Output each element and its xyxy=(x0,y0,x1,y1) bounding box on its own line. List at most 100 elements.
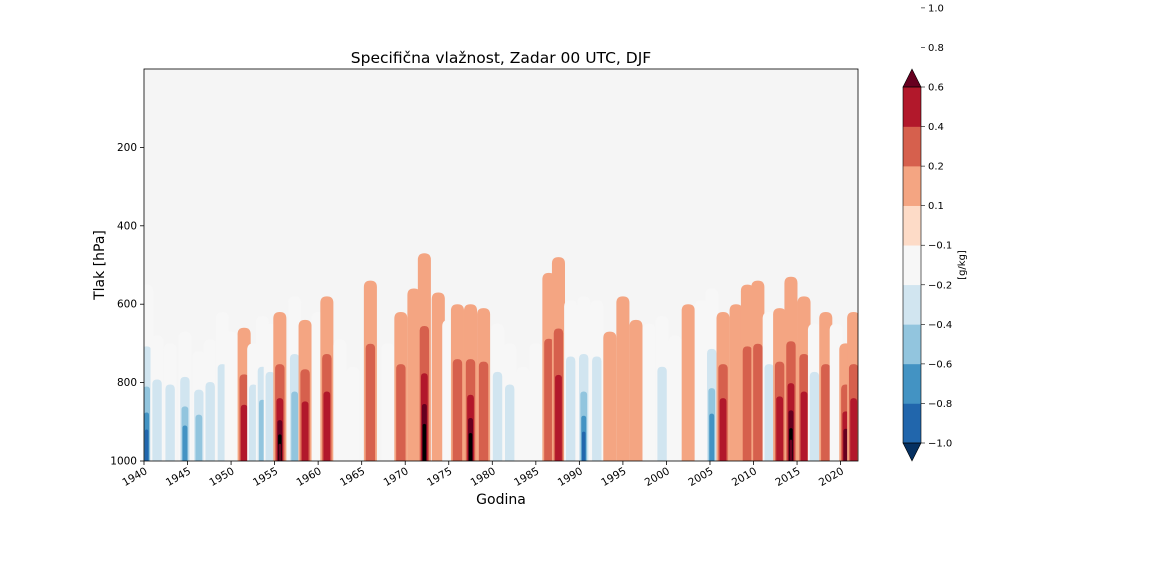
anomaly-band xyxy=(291,391,299,461)
colorbar-extend-max xyxy=(902,68,922,88)
colorbar-bin xyxy=(903,324,921,365)
x-tick-label: 1950 xyxy=(207,465,236,489)
anomaly-band xyxy=(407,288,421,461)
colorbar-tick-label: −0.6 xyxy=(928,359,952,370)
colorbar-tick-label: −1.0 xyxy=(928,439,952,450)
colorbar-bin xyxy=(903,166,921,206)
anomaly-band xyxy=(719,398,727,461)
y-tick-label: 200 xyxy=(117,142,137,154)
x-axis-label: Godina xyxy=(476,492,526,508)
x-tick-label: 2015 xyxy=(773,465,802,489)
x-tick-label: 1995 xyxy=(599,465,628,489)
colorbar-bin xyxy=(903,245,921,286)
anomaly-band xyxy=(565,356,576,461)
anomaly-band xyxy=(266,403,274,461)
x-tick-label: 2020 xyxy=(817,465,846,489)
colorbar-tick-label: 0.4 xyxy=(928,122,944,133)
anomaly-band xyxy=(505,384,515,461)
colorbar-tick-label: −0.4 xyxy=(928,320,952,331)
colorbar-tick-label: −0.1 xyxy=(928,241,952,252)
plot-frame xyxy=(143,68,859,462)
anomaly-band xyxy=(468,433,473,461)
anomaly-band xyxy=(153,408,161,461)
anomaly-band xyxy=(516,366,530,461)
x-tick-label: 1960 xyxy=(294,465,323,489)
anomaly-band xyxy=(555,374,562,461)
anomaly-band xyxy=(323,391,331,461)
x-tick-label: 1965 xyxy=(338,465,367,489)
anomaly-band xyxy=(809,371,820,461)
anomaly-band xyxy=(396,364,406,461)
anomaly-band xyxy=(301,401,309,461)
x-tick-label: 1970 xyxy=(382,465,411,489)
y-tick-label: 1000 xyxy=(110,456,137,468)
anomaly-band xyxy=(603,331,617,461)
colorbar-extend-min xyxy=(902,442,922,462)
anomaly-band xyxy=(800,391,808,461)
anomaly-band xyxy=(843,428,849,461)
anomaly-band xyxy=(431,292,445,461)
y-tick-label: 800 xyxy=(117,377,137,389)
anomaly-band xyxy=(681,304,695,461)
colorbar-bin xyxy=(903,284,921,325)
colorbar-tick-label: 0.2 xyxy=(928,162,944,173)
anomaly-band xyxy=(365,343,376,461)
x-axis: 1940 1945 1950 1955 1960 1965 1970 1975 1980 1985… xyxy=(120,461,846,489)
anomaly-band xyxy=(544,338,554,461)
anomaly-field xyxy=(144,253,858,461)
anomaly-band xyxy=(657,366,667,461)
anomaly-band xyxy=(182,425,188,461)
x-tick-label: 1990 xyxy=(556,465,585,489)
chart-title: Specifična vlažnost, Zadar 00 UTC, DJF xyxy=(351,49,651,67)
anomaly-band xyxy=(452,359,463,461)
anomaly-band xyxy=(642,323,656,461)
anomaly-band xyxy=(668,335,682,461)
colorbar-tick-label: 0.6 xyxy=(928,83,944,94)
anomaly-band xyxy=(422,423,427,461)
anomaly-band xyxy=(205,382,215,461)
colorbar-bin xyxy=(903,205,921,246)
x-tick-label: 1985 xyxy=(512,465,541,489)
anomaly-band xyxy=(694,300,708,461)
colorbar-label: [g/kg] xyxy=(957,250,968,280)
colorbar-frame xyxy=(902,86,922,444)
anomaly-band xyxy=(492,371,503,461)
y-axis-label: Tlak [hPa] xyxy=(92,230,108,301)
anomaly-band xyxy=(278,443,282,461)
anomaly-band xyxy=(776,396,784,461)
x-tick-label: 2005 xyxy=(686,465,715,489)
anomaly-band xyxy=(346,366,360,461)
anomaly-band xyxy=(592,356,602,461)
x-tick-label: 2010 xyxy=(730,465,759,489)
anomaly-band xyxy=(753,343,763,461)
anomaly-band xyxy=(224,331,238,461)
x-tick-label: 1955 xyxy=(251,465,280,489)
colorbar-bin xyxy=(903,126,921,167)
colorbar-tick-label: 0.1 xyxy=(928,201,944,212)
anomaly-band xyxy=(821,364,831,461)
anomaly-band xyxy=(333,339,347,461)
colorbar-tick-label: 1.0 xyxy=(928,3,944,14)
x-tick-label: 2000 xyxy=(643,465,672,489)
anomaly-band xyxy=(709,413,715,461)
anomaly-band xyxy=(764,364,774,461)
colorbar-tick-label: −0.8 xyxy=(928,399,952,410)
x-tick-label: 1945 xyxy=(164,465,193,489)
x-tick-label: 1975 xyxy=(425,465,454,489)
colorbar-tick-label: 0.8 xyxy=(928,43,944,54)
anomaly-band xyxy=(478,361,489,461)
x-tick-label: 1980 xyxy=(469,465,498,489)
anomaly-band xyxy=(240,404,248,461)
colorbar-tick-label: −0.2 xyxy=(928,280,952,291)
anomaly-band xyxy=(729,304,743,461)
colorbar-bin xyxy=(903,403,921,444)
x-tick-label: 1940 xyxy=(120,465,149,489)
y-tick-label: 400 xyxy=(117,220,137,232)
y-axis: 200 400 600 800 1000 xyxy=(110,142,144,468)
y-tick-label: 600 xyxy=(117,299,137,311)
anomaly-band xyxy=(616,296,630,461)
anomaly-band xyxy=(629,319,643,461)
anomaly-band xyxy=(789,439,793,461)
anomaly-band xyxy=(381,343,395,461)
